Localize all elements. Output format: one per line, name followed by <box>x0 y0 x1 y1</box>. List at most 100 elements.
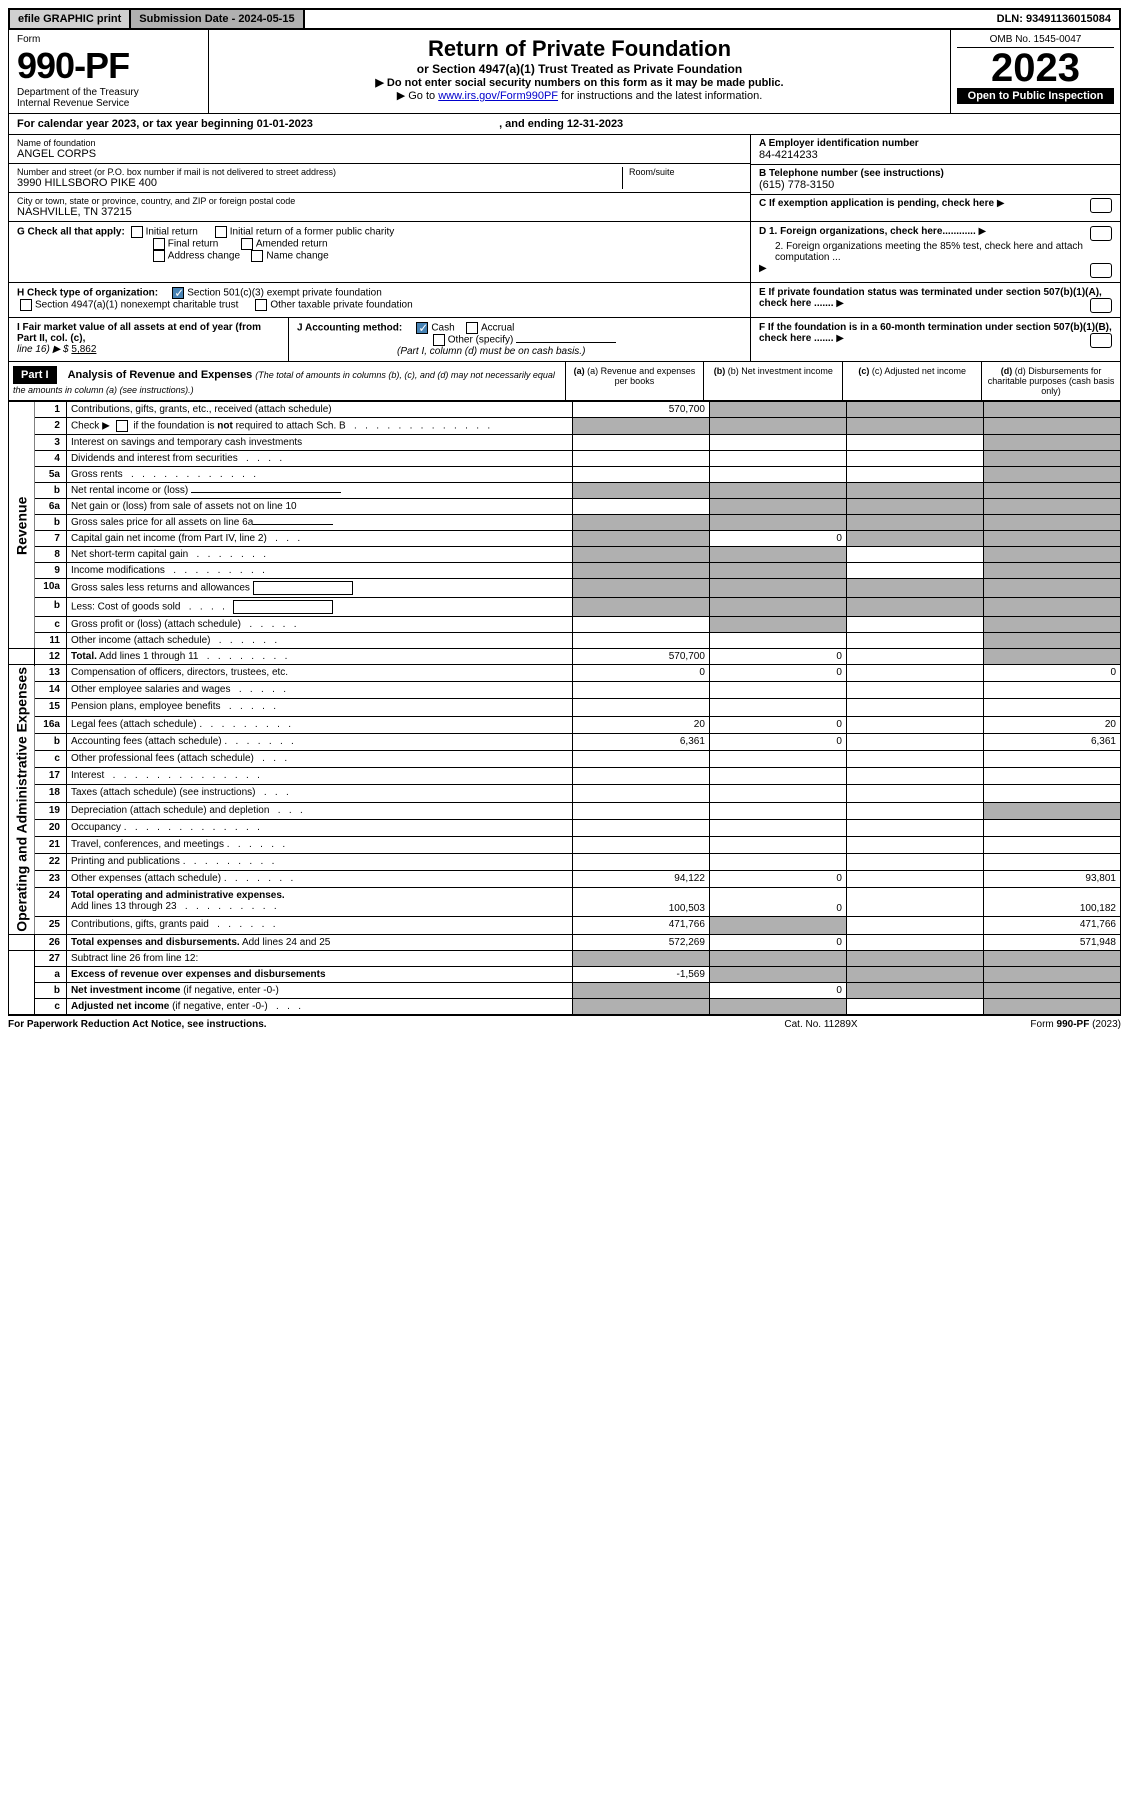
part1-title: Analysis of Revenue and Expenses <box>60 369 253 381</box>
table-row: aExcess of revenue over expenses and dis… <box>9 966 1121 982</box>
form-year-block: OMB No. 1545-0047 2023 Open to Public In… <box>950 30 1120 113</box>
form-subtitle: or Section 4947(a)(1) Trust Treated as P… <box>215 62 944 76</box>
f-checkbox[interactable] <box>1090 333 1112 348</box>
section-h-e: H Check type of organization: Section 50… <box>8 283 1121 318</box>
table-row: bLess: Cost of goods sold . . . . <box>9 598 1121 617</box>
analysis-table: Revenue 1 Contributions, gifts, grants, … <box>8 401 1121 1015</box>
j-note: (Part I, column (d) must be on cash basi… <box>297 346 585 357</box>
calendar-year-row: For calendar year 2023, or tax year begi… <box>8 114 1121 135</box>
expenses-side-label: Operating and Administrative Expenses <box>9 665 35 935</box>
j-other: Other (specify) <box>448 335 514 346</box>
initial-checkbox[interactable] <box>131 226 143 238</box>
exemption-checkbox[interactable] <box>1090 198 1112 213</box>
g-final: Final return <box>168 239 219 250</box>
cash-checkbox[interactable] <box>416 322 428 334</box>
accrual-checkbox[interactable] <box>466 322 478 334</box>
table-row: 16aLegal fees (attach schedule) . . . . … <box>9 716 1121 733</box>
form-number: 990-PF <box>17 45 200 87</box>
table-row: 26Total expenses and disbursements. Add … <box>9 934 1121 950</box>
col-b-head: (b) (b) Net investment income <box>703 362 842 400</box>
table-row: cAdjusted net income (if negative, enter… <box>9 998 1121 1014</box>
501c3-checkbox[interactable] <box>172 287 184 299</box>
table-row: 20Occupancy . . . . . . . . . . . . . <box>9 819 1121 836</box>
table-row: 4Dividends and interest from securities … <box>9 451 1121 467</box>
section-g-d: G Check all that apply: Initial return I… <box>8 222 1121 283</box>
d1-label: D 1. Foreign organizations, check here..… <box>759 226 976 237</box>
part1-label: Part I <box>13 366 57 384</box>
final-checkbox[interactable] <box>153 238 165 250</box>
city-value: NASHVILLE, TN 37215 <box>17 206 742 218</box>
ein-value: 84-4214233 <box>759 149 1112 161</box>
dln-label: DLN: 93491136015084 <box>989 10 1119 28</box>
other-taxable-checkbox[interactable] <box>255 299 267 311</box>
table-row: 17Interest . . . . . . . . . . . . . . <box>9 768 1121 785</box>
other-method-checkbox[interactable] <box>433 334 445 346</box>
h-4947: Section 4947(a)(1) nonexempt charitable … <box>35 300 238 311</box>
phone-value: (615) 778-3150 <box>759 179 1112 191</box>
table-row: 9Income modifications . . . . . . . . . <box>9 563 1121 579</box>
e-checkbox[interactable] <box>1090 298 1112 313</box>
f-label: F If the foundation is in a 60-month ter… <box>759 322 1112 344</box>
table-row: cGross profit or (loss) (attach schedule… <box>9 617 1121 633</box>
exemption-label: C If exemption application is pending, c… <box>759 198 994 209</box>
g-addr-change: Address change <box>168 251 240 262</box>
form-header: Form 990-PF Department of the Treasury I… <box>8 30 1121 114</box>
g-name-change: Name change <box>266 251 328 262</box>
form-title: Return of Private Foundation <box>215 36 944 62</box>
table-row: 24Total operating and administrative exp… <box>9 888 1121 917</box>
d1-checkbox[interactable] <box>1090 226 1112 241</box>
table-row: 8Net short-term capital gain . . . . . .… <box>9 547 1121 563</box>
j-cash: Cash <box>431 323 454 334</box>
table-row: Operating and Administrative Expenses 13… <box>9 665 1121 682</box>
4947-checkbox[interactable] <box>20 299 32 311</box>
schb-checkbox[interactable] <box>116 420 128 432</box>
table-row: 3Interest on savings and temporary cash … <box>9 435 1121 451</box>
footer-left: For Paperwork Reduction Act Notice, see … <box>8 1019 721 1030</box>
initial-former-checkbox[interactable] <box>215 226 227 238</box>
d2-checkbox[interactable] <box>1090 263 1112 278</box>
table-row: cOther professional fees (attach schedul… <box>9 750 1121 767</box>
table-row: bNet rental income or (loss) <box>9 483 1121 499</box>
table-row: 7Capital gain net income (from Part IV, … <box>9 531 1121 547</box>
form-title-block: Return of Private Foundation or Section … <box>209 30 950 113</box>
h-other: Other taxable private foundation <box>270 300 412 311</box>
calyear-begin: 01-01-2023 <box>257 118 313 130</box>
foundation-name: ANGEL CORPS <box>17 148 742 160</box>
form-label: Form <box>17 34 200 45</box>
h-c3: Section 501(c)(3) exempt private foundat… <box>187 288 382 299</box>
table-row: 19Depreciation (attach schedule) and dep… <box>9 802 1121 819</box>
amended-checkbox[interactable] <box>241 238 253 250</box>
table-row: 21Travel, conferences, and meetings . . … <box>9 836 1121 853</box>
city-label: City or town, state or province, country… <box>17 196 742 206</box>
part1-header: Part I Analysis of Revenue and Expenses … <box>8 362 1121 401</box>
g-amended: Amended return <box>256 239 328 250</box>
table-row: 12Total. Add lines 1 through 11 . . . . … <box>9 649 1121 665</box>
dept-treasury: Department of the Treasury <box>17 87 200 98</box>
addr-change-checkbox[interactable] <box>153 250 165 262</box>
col-d-head: (d) (d) Disbursements for charitable pur… <box>981 362 1120 400</box>
h-label: H Check type of organization: <box>17 288 158 299</box>
fmv-value: 5,862 <box>71 344 96 355</box>
table-row: 25Contributions, gifts, grants paid . . … <box>9 917 1121 934</box>
footer-mid: Cat. No. 11289X <box>721 1019 921 1030</box>
form-link[interactable]: www.irs.gov/Form990PF <box>438 90 558 102</box>
table-row: 2Check ▶ if the foundation is not requir… <box>9 418 1121 435</box>
efile-label[interactable]: efile GRAPHIC print <box>10 10 131 28</box>
footer-right: Form 990-PF (2023) <box>921 1019 1121 1030</box>
addr-label: Number and street (or P.O. box number if… <box>17 167 622 177</box>
top-bar: efile GRAPHIC print Submission Date - 20… <box>8 8 1121 30</box>
table-row: 22Printing and publications . . . . . . … <box>9 854 1121 871</box>
table-row: bGross sales price for all assets on lin… <box>9 515 1121 531</box>
ein-label: A Employer identification number <box>759 138 1112 149</box>
form-note-1: ▶ Do not enter social security numbers o… <box>215 76 944 89</box>
table-row: bNet investment income (if negative, ent… <box>9 982 1121 998</box>
calyear-mid: , and ending <box>499 118 567 130</box>
g-initial: Initial return <box>146 227 198 238</box>
j-accrual: Accrual <box>481 323 514 334</box>
calyear-end: 12-31-2023 <box>567 118 623 130</box>
j-label: J Accounting method: <box>297 323 402 334</box>
submission-date: Submission Date - 2024-05-15 <box>131 10 304 28</box>
table-row: 14Other employee salaries and wages . . … <box>9 682 1121 699</box>
name-change-checkbox[interactable] <box>251 250 263 262</box>
section-i-j-f: I Fair market value of all assets at end… <box>8 318 1121 362</box>
